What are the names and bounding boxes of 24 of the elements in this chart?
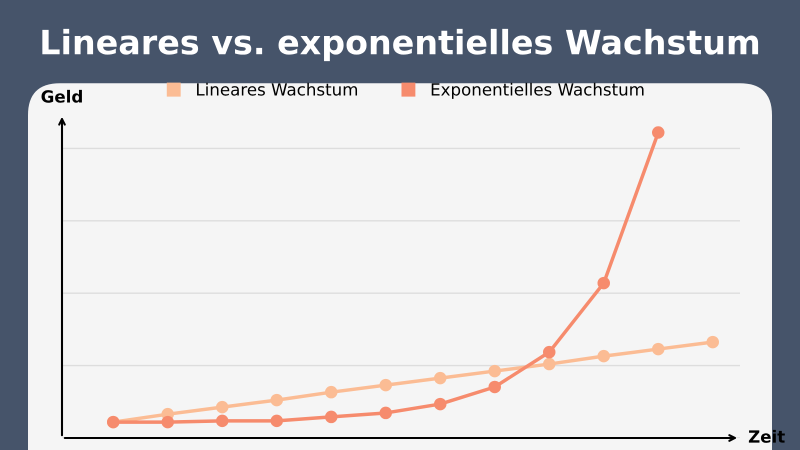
point xyxy=(597,276,610,290)
point xyxy=(216,414,228,428)
point xyxy=(488,380,501,394)
legend-label: Exponentielles Wachstum xyxy=(432,82,644,99)
point xyxy=(324,386,338,398)
point xyxy=(270,394,283,406)
chart-title: Lineares vs. exponentielles Wachstum xyxy=(42,28,758,62)
point xyxy=(161,416,174,428)
point xyxy=(652,342,664,356)
point xyxy=(488,364,501,378)
point xyxy=(216,400,228,414)
point xyxy=(652,126,664,139)
point xyxy=(270,414,283,428)
point xyxy=(706,336,719,348)
point xyxy=(542,358,556,370)
point xyxy=(379,406,392,420)
point xyxy=(542,346,556,358)
point xyxy=(434,372,446,384)
legend-label: Lineares Wachstum xyxy=(197,82,358,96)
point xyxy=(379,378,392,392)
point xyxy=(324,410,338,424)
y-axis-title: Geld xyxy=(42,90,82,103)
point xyxy=(434,398,446,410)
point xyxy=(597,350,610,362)
